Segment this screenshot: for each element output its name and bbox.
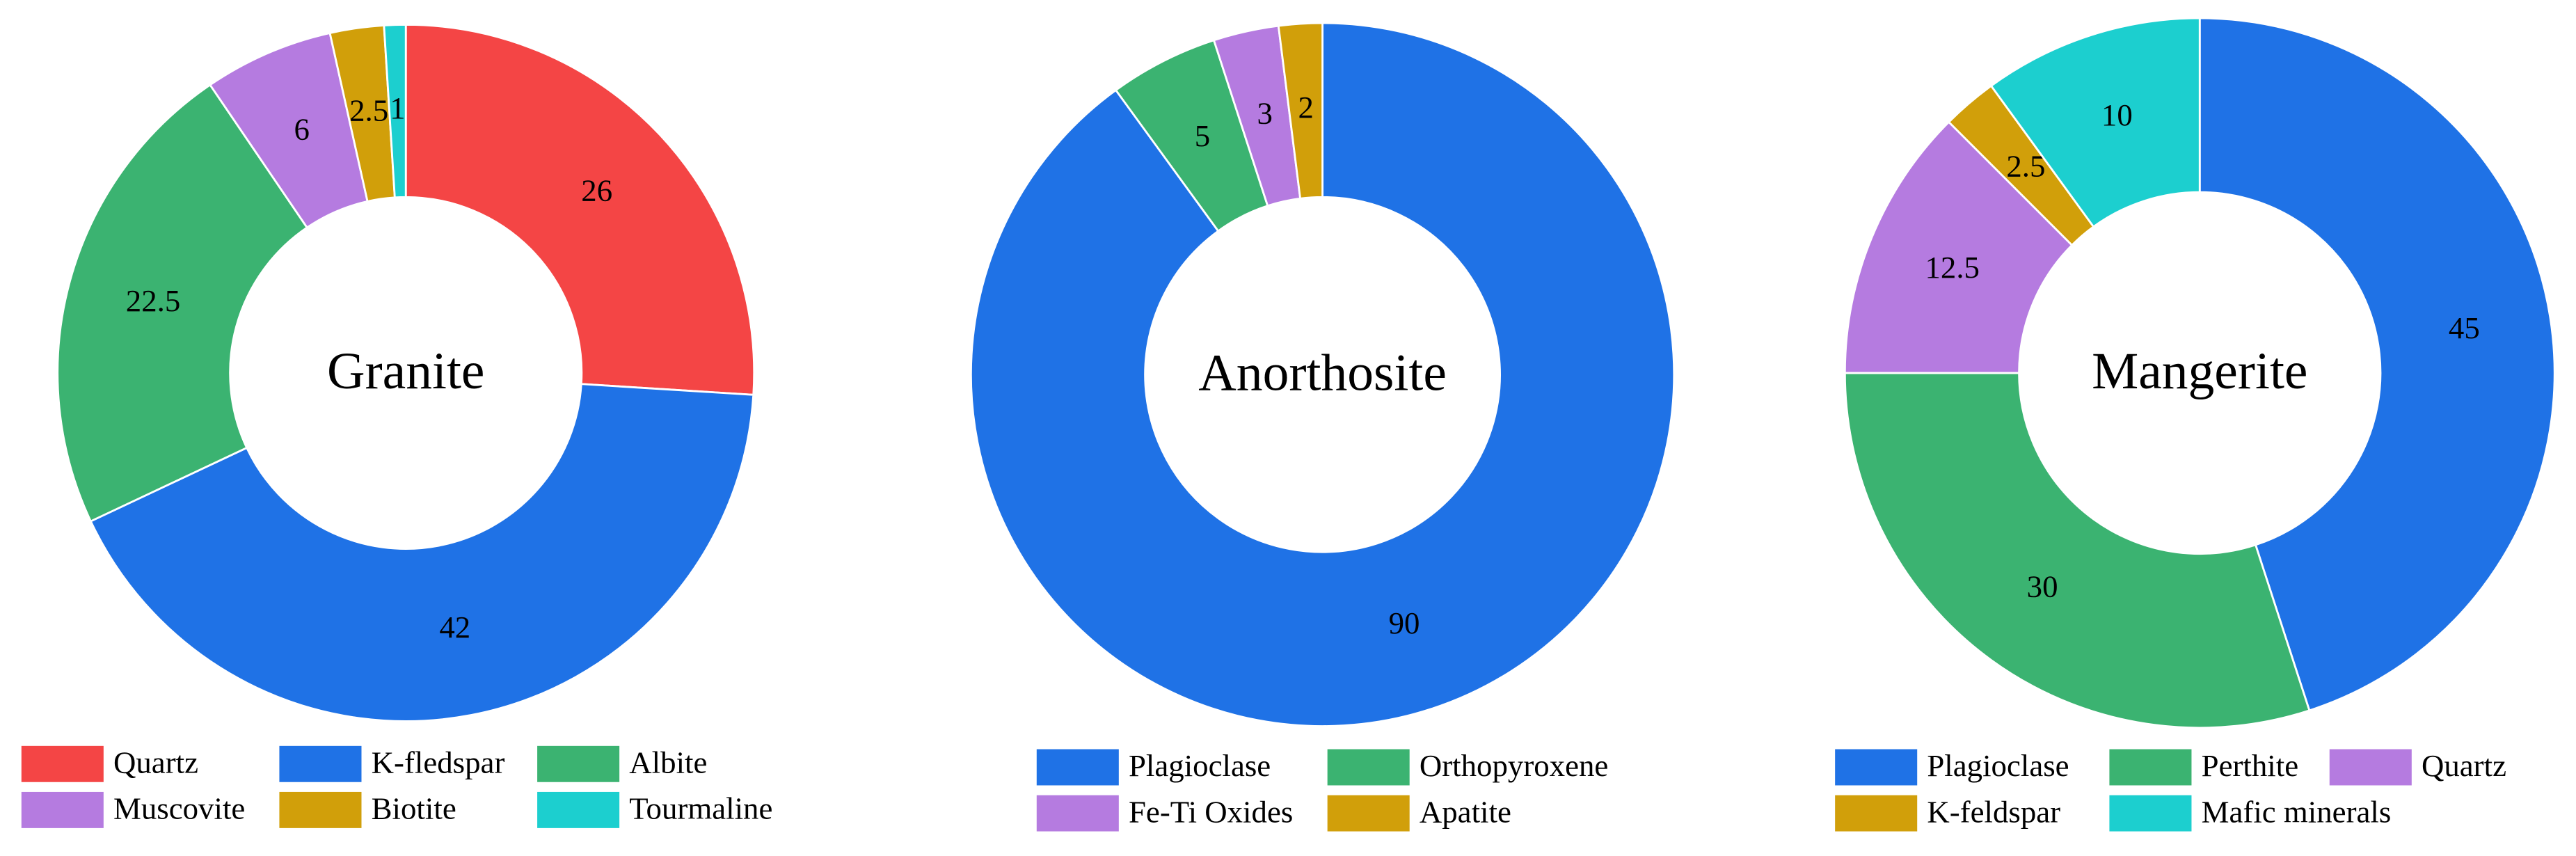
legend-label: Biotite (372, 791, 456, 826)
legend-swatch (2329, 749, 2412, 786)
legend-swatch (279, 745, 362, 782)
legend-label: Orthopyroxene (1420, 748, 1608, 783)
center-title: Mangerite (2092, 342, 2307, 400)
legend-swatch (279, 791, 362, 828)
slice-label: 45 (2449, 310, 2480, 345)
legend-label: Plagioclase (1129, 748, 1271, 783)
slice-label: 6 (294, 112, 309, 147)
slice-label: 10 (2101, 97, 2133, 132)
legend-swatch (537, 791, 620, 828)
donut-slice (1843, 120, 2074, 374)
donut-slice (404, 23, 756, 396)
donut-slice (970, 22, 1676, 727)
slice-label: 5 (1195, 118, 1210, 153)
donut-slice (1989, 17, 2201, 228)
legend-swatch (1835, 795, 1918, 832)
donut-slice (56, 83, 309, 523)
legend-label: Plagioclase (1927, 748, 2069, 783)
slice-label: 1 (390, 90, 405, 125)
legend-label: K-fledspar (372, 745, 505, 779)
legend-swatch (537, 745, 620, 782)
legend-swatch (1327, 795, 1410, 832)
donut-slice (1843, 372, 2311, 729)
slice-label: 2 (1298, 90, 1314, 125)
legend-swatch (21, 791, 104, 828)
slice-label: 42 (439, 610, 470, 644)
slice-label: 2.5 (2006, 149, 2045, 184)
legend-label: Mafic minerals (2202, 794, 2392, 829)
donut-slice (89, 383, 755, 722)
legend-label: Albite (629, 745, 707, 779)
slice-label: 26 (581, 173, 612, 207)
legend-label: Quartz (113, 745, 198, 779)
donut-slice (2198, 17, 2556, 712)
donut-slice (383, 23, 407, 199)
legend-swatch (2109, 749, 2192, 786)
legend-label: Tourmaline (629, 791, 772, 826)
legend-label: Quartz (2422, 748, 2506, 783)
slice-label: 2.5 (349, 93, 388, 127)
legend-swatch (1036, 795, 1119, 832)
donut-slice (1277, 22, 1323, 200)
slice-label: 12.5 (1925, 250, 1980, 285)
legend-label: K-feldspar (1927, 794, 2060, 829)
slice-label: 90 (1389, 605, 1420, 640)
legend-swatch (1835, 749, 1918, 786)
legend-label: Muscovite (113, 791, 245, 826)
center-title: Granite (327, 342, 484, 400)
legend-label: Fe-Ti Oxides (1129, 794, 1293, 829)
legend-swatch (2109, 795, 2192, 832)
legend-swatch (1327, 749, 1410, 786)
slice-label: 3 (1257, 96, 1272, 131)
slice-label: 22.5 (126, 283, 180, 318)
slice-label: 30 (2027, 569, 2058, 604)
center-title: Anorthosite (1198, 344, 1447, 402)
legend-label: Apatite (1420, 794, 1511, 829)
legend-swatch (1036, 749, 1119, 786)
legend-swatch (21, 745, 104, 782)
legend-label: Perthite (2202, 748, 2298, 783)
